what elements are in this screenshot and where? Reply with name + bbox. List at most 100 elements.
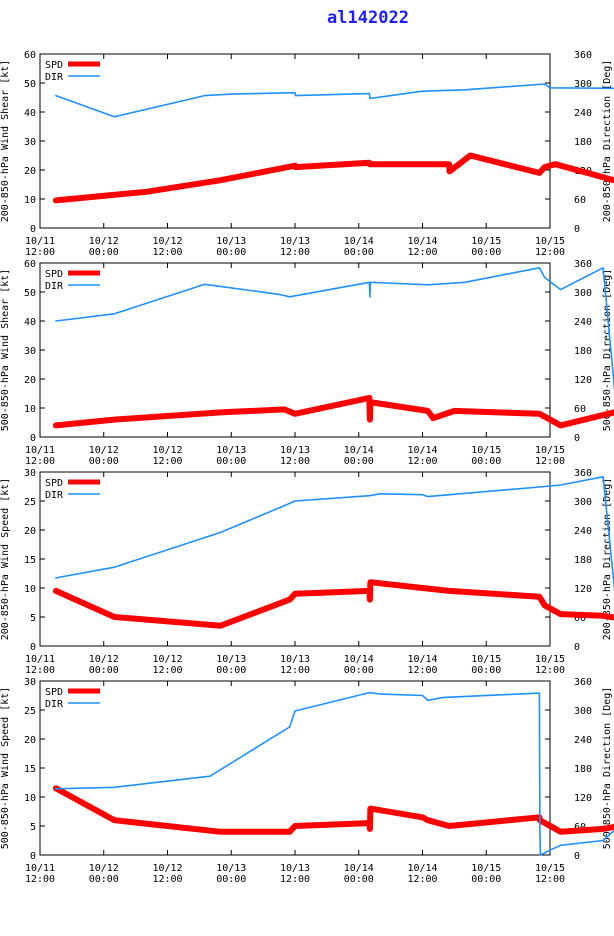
x-tick-label-time: 00:00 bbox=[89, 665, 119, 676]
x-tick-label-time: 12:00 bbox=[407, 665, 437, 676]
plot-frame bbox=[39, 53, 551, 229]
x-tick-label-date: 10/14 bbox=[344, 236, 374, 247]
x-tick-label-time: 00:00 bbox=[344, 247, 374, 258]
x-tick-label-time: 12:00 bbox=[535, 665, 565, 676]
x-tick-label-time: 12:00 bbox=[25, 665, 55, 676]
x-tick-label-date: 10/12 bbox=[89, 236, 119, 247]
x-tick-label-time: 12:00 bbox=[407, 247, 437, 258]
y-tick-label: 10 bbox=[24, 195, 36, 206]
x-tick-label-date: 10/13 bbox=[280, 236, 310, 247]
y2-tick-label: 0 bbox=[574, 433, 580, 444]
x-tick-label-date: 10/12 bbox=[152, 863, 182, 874]
x-tick-label-date: 10/14 bbox=[344, 863, 374, 874]
y2-tick-label: 300 bbox=[574, 288, 592, 299]
x-tick-label-time: 00:00 bbox=[89, 456, 119, 467]
x-tick-label-date: 10/14 bbox=[344, 654, 374, 665]
page-title: al142022 bbox=[327, 8, 409, 28]
x-tick-label-date: 10/12 bbox=[89, 863, 119, 874]
x-tick-label-date: 10/11 bbox=[25, 445, 55, 456]
x-tick-label-date: 10/14 bbox=[407, 445, 437, 456]
x-tick-label-time: 12:00 bbox=[25, 456, 55, 467]
y2-tick-label: 300 bbox=[574, 706, 592, 717]
y-tick-label: 0 bbox=[30, 851, 36, 862]
legend-label-spd: SPD bbox=[45, 687, 63, 698]
x-tick-label-date: 10/12 bbox=[152, 445, 182, 456]
x-tick-label-date: 10/15 bbox=[535, 445, 565, 456]
y2-tick-label: 60 bbox=[574, 404, 586, 415]
x-tick-label-date: 10/13 bbox=[216, 445, 246, 456]
series-line-dir bbox=[55, 691, 614, 856]
y2-tick-label: 360 bbox=[574, 468, 592, 479]
y-tick-label: 5 bbox=[30, 613, 36, 624]
x-tick-label-time: 00:00 bbox=[216, 665, 246, 676]
y2-tick-label: 0 bbox=[574, 851, 580, 862]
y2-tick-label: 0 bbox=[574, 642, 580, 653]
x-tick-label-date: 10/15 bbox=[471, 445, 501, 456]
y2-tick-label: 240 bbox=[574, 526, 592, 537]
y2-axis-title: 200-850-hPa Direction [Deg] bbox=[602, 478, 613, 641]
x-tick-label-time: 00:00 bbox=[216, 456, 246, 467]
y-tick-label: 0 bbox=[30, 642, 36, 653]
y-axis-title: 500-850-hPa Wind Speed [kt] bbox=[0, 687, 11, 850]
y-tick-label: 20 bbox=[24, 375, 36, 386]
y2-tick-label: 360 bbox=[574, 677, 592, 688]
chart-panel-2: 010203040506006012018024030036010/1112:0… bbox=[0, 259, 614, 467]
y2-tick-label: 60 bbox=[574, 613, 586, 624]
x-tick-label-date: 10/14 bbox=[407, 654, 437, 665]
x-tick-label-date: 10/15 bbox=[471, 236, 501, 247]
x-tick-label-time: 12:00 bbox=[280, 665, 310, 676]
y2-tick-label: 120 bbox=[574, 584, 592, 595]
x-tick-label-date: 10/12 bbox=[89, 654, 119, 665]
y-axis-title: 200-850-hPa Wind Speed [kt] bbox=[0, 478, 11, 641]
y2-tick-label: 0 bbox=[574, 224, 580, 235]
y-tick-label: 50 bbox=[24, 288, 36, 299]
x-tick-label-date: 10/13 bbox=[216, 654, 246, 665]
x-tick-label-date: 10/13 bbox=[216, 236, 246, 247]
chart-panel-1: 010203040506006012018024030036010/1112:0… bbox=[0, 50, 614, 258]
y2-tick-label: 120 bbox=[574, 793, 592, 804]
y2-tick-label: 180 bbox=[574, 346, 592, 357]
x-tick-label-date: 10/12 bbox=[152, 654, 182, 665]
x-tick-label-time: 12:00 bbox=[535, 456, 565, 467]
y-tick-label: 5 bbox=[30, 822, 36, 833]
x-tick-label-time: 00:00 bbox=[216, 874, 246, 885]
x-tick-label-time: 12:00 bbox=[535, 247, 565, 258]
y2-tick-label: 300 bbox=[574, 79, 592, 90]
x-tick-label-date: 10/15 bbox=[471, 654, 501, 665]
y2-tick-label: 360 bbox=[574, 50, 592, 61]
x-tick-label-time: 12:00 bbox=[152, 874, 182, 885]
y-tick-label: 30 bbox=[24, 468, 36, 479]
y-tick-label: 20 bbox=[24, 166, 36, 177]
y2-tick-label: 120 bbox=[574, 375, 592, 386]
y-tick-label: 10 bbox=[24, 404, 36, 415]
x-tick-label-time: 00:00 bbox=[471, 456, 501, 467]
series-line-dir bbox=[55, 475, 614, 592]
y-tick-label: 20 bbox=[24, 526, 36, 537]
x-tick-label-date: 10/12 bbox=[152, 236, 182, 247]
x-tick-label-time: 00:00 bbox=[89, 247, 119, 258]
y-tick-label: 15 bbox=[24, 764, 36, 775]
x-tick-label-date: 10/15 bbox=[535, 863, 565, 874]
x-tick-label-date: 10/13 bbox=[280, 863, 310, 874]
y2-tick-label: 300 bbox=[574, 497, 592, 508]
x-tick-label-time: 00:00 bbox=[216, 247, 246, 258]
series-line-dir bbox=[55, 266, 614, 392]
x-tick-label-time: 00:00 bbox=[344, 665, 374, 676]
legend-label-dir: DIR bbox=[45, 281, 64, 292]
y-tick-label: 20 bbox=[24, 735, 36, 746]
x-tick-label-date: 10/11 bbox=[25, 654, 55, 665]
x-tick-label-date: 10/13 bbox=[280, 445, 310, 456]
y-tick-label: 40 bbox=[24, 108, 36, 119]
series-line-spd bbox=[52, 579, 614, 629]
x-tick-label-time: 12:00 bbox=[152, 456, 182, 467]
x-tick-label-time: 00:00 bbox=[471, 247, 501, 258]
y-tick-label: 40 bbox=[24, 317, 36, 328]
y2-tick-label: 60 bbox=[574, 195, 586, 206]
x-tick-label-time: 12:00 bbox=[280, 874, 310, 885]
x-tick-label-date: 10/15 bbox=[535, 654, 565, 665]
y-tick-label: 30 bbox=[24, 346, 36, 357]
y-tick-label: 60 bbox=[24, 259, 36, 270]
series-line-spd bbox=[52, 152, 614, 204]
x-tick-label-time: 00:00 bbox=[344, 456, 374, 467]
